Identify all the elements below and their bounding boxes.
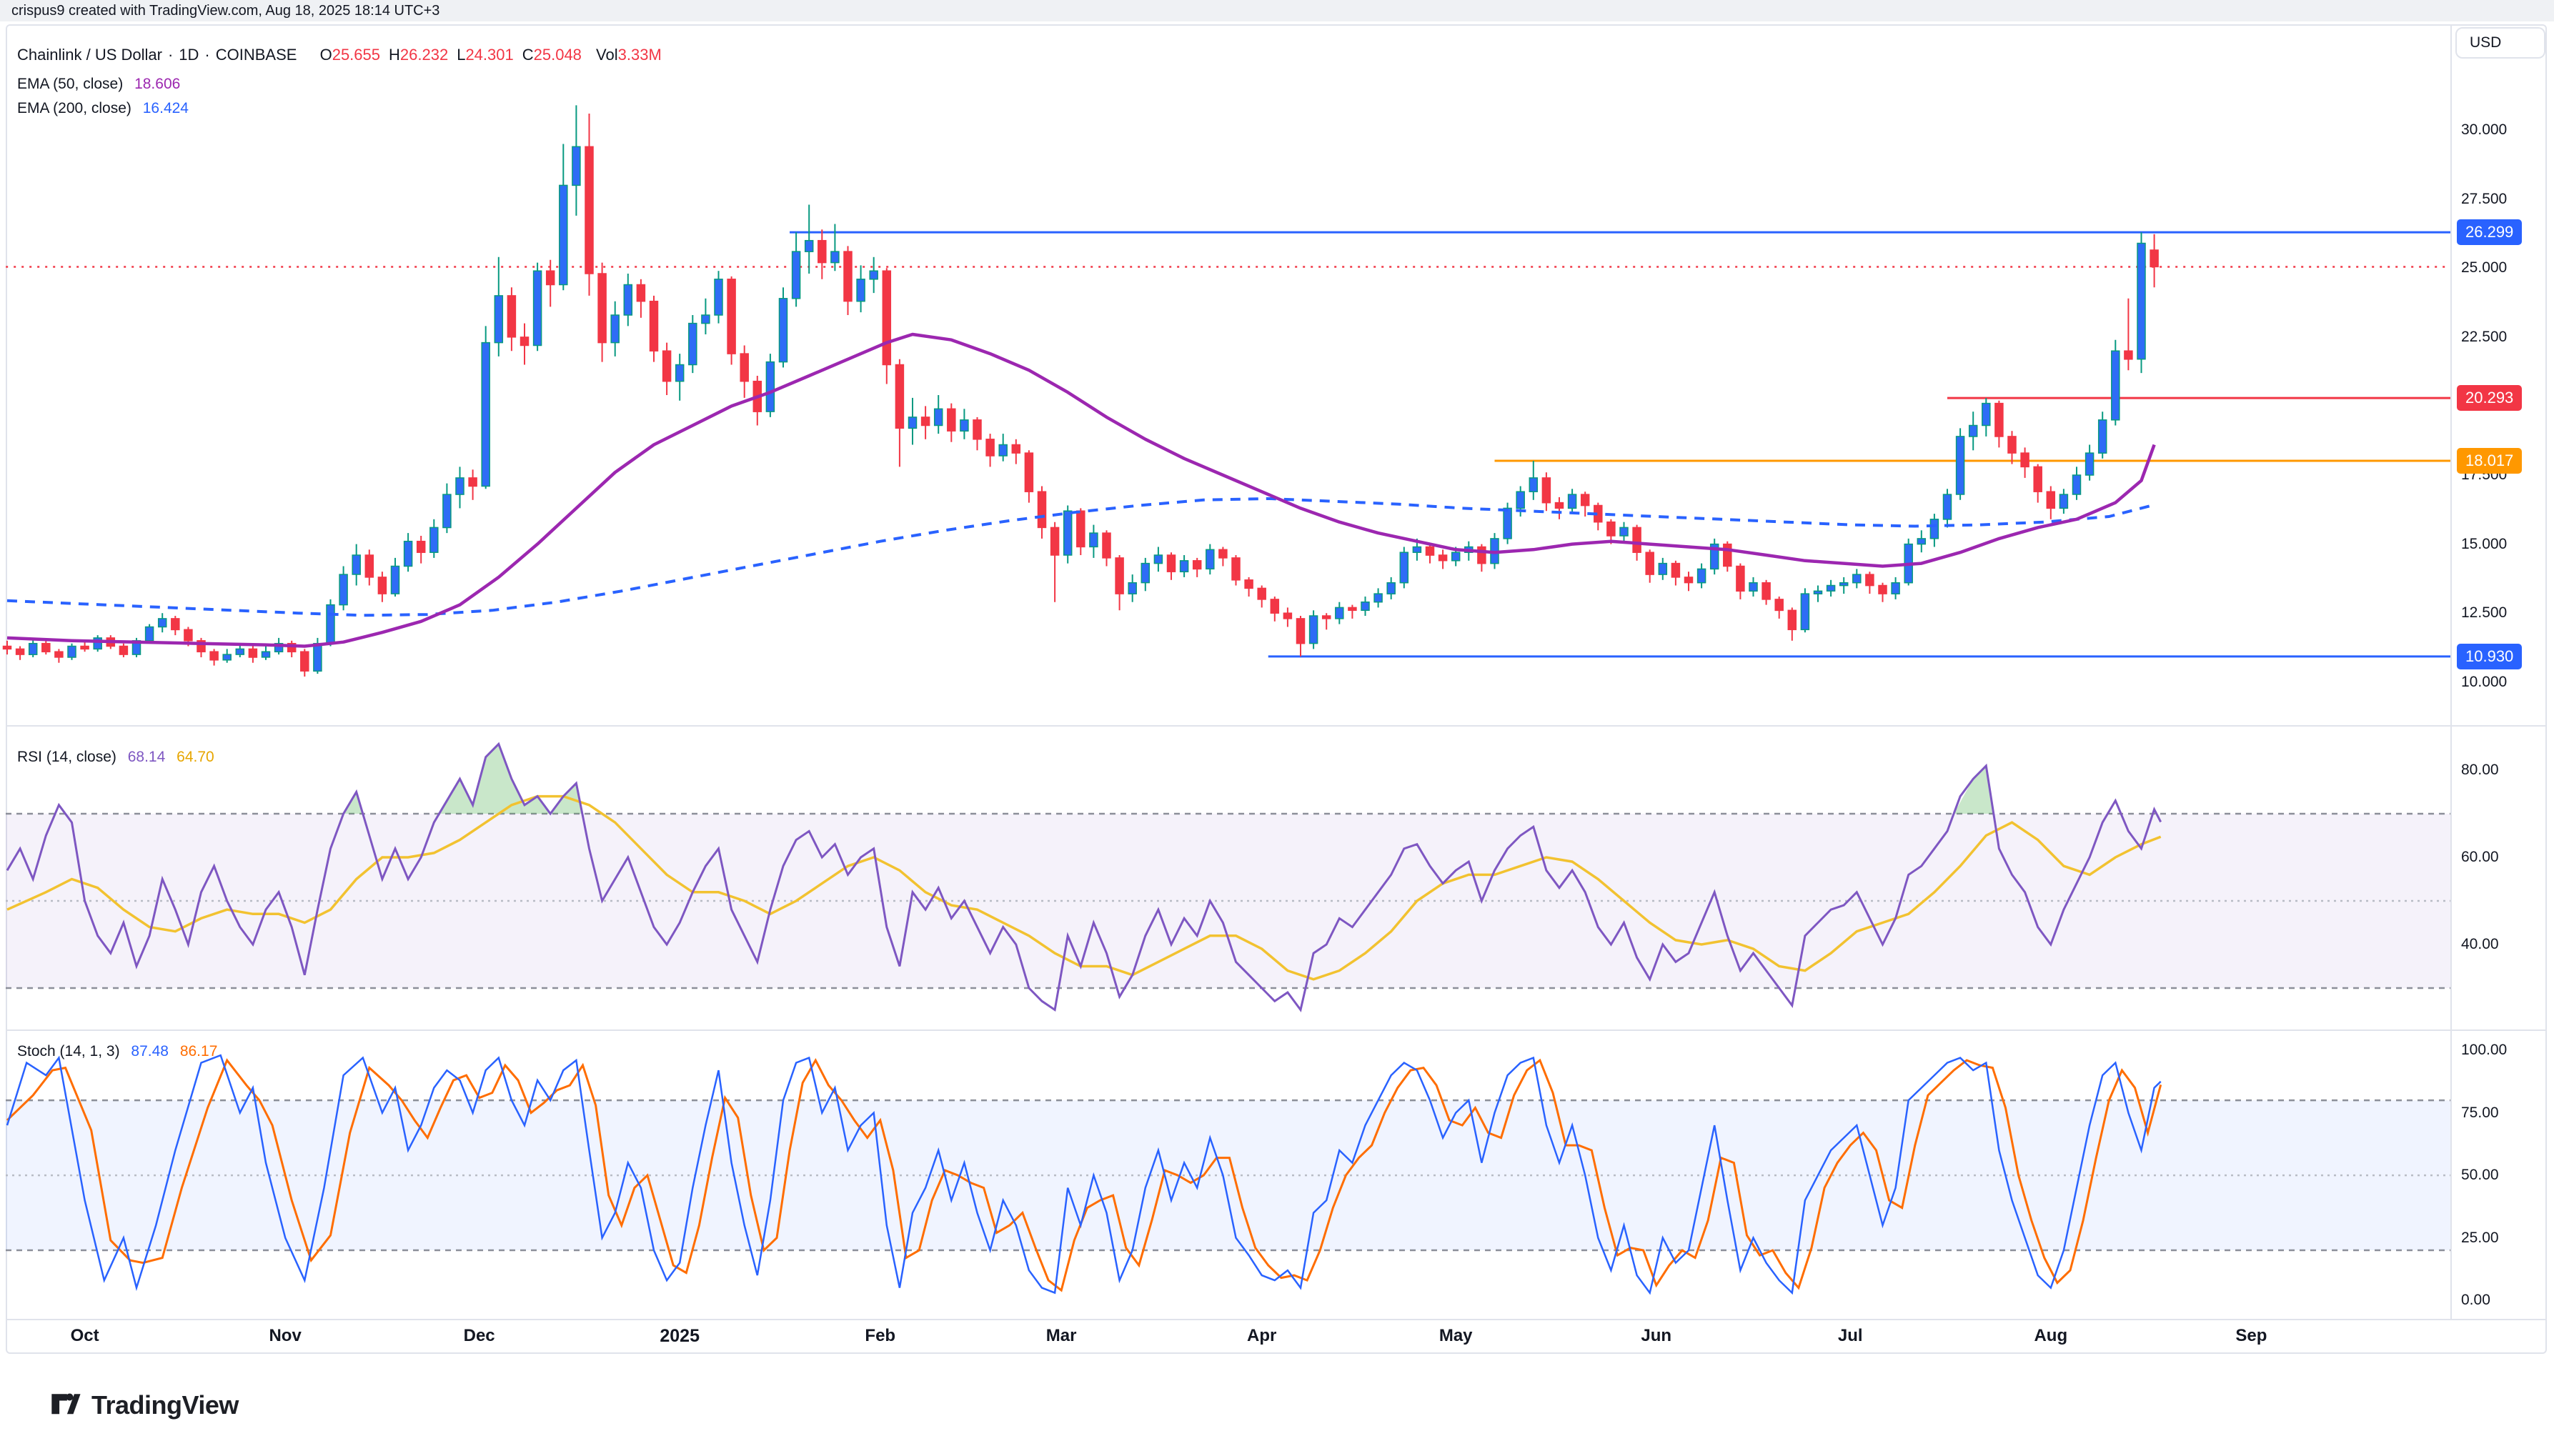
stoch-tick-label: 75.00 — [2461, 1104, 2499, 1121]
ema200-line — [6, 497, 2155, 617]
stoch-tick-label: 0.00 — [2461, 1292, 2490, 1309]
price-badge-10.930: 10.930 — [2457, 643, 2523, 669]
ohlc-field-value: 25.655 — [332, 46, 380, 64]
price-tick-label: 12.500 — [2461, 604, 2508, 622]
ema50-line — [6, 332, 2156, 648]
stoch-tick-label: 25.00 — [2461, 1229, 2499, 1246]
ema200-value: 16.424 — [142, 100, 189, 116]
tradingview-logo-icon — [51, 1393, 81, 1415]
symbol-title: Chainlink / US Dollar — [17, 46, 162, 64]
month-label-Sep[interactable]: Sep — [2235, 1326, 2267, 1345]
rsi-overbought-fill — [343, 792, 363, 814]
candlestick-series — [2, 105, 2159, 677]
attribution-bar: crispus9 created with TradingView.com, A… — [0, 0, 2554, 21]
price-tick-label: 25.000 — [2461, 259, 2508, 276]
stoch-legend[interactable]: Stoch (14, 1, 3) 87.48 86.17 — [17, 1043, 217, 1060]
ohlc-field-label: L — [457, 46, 466, 64]
month-label-Mar[interactable]: Mar — [1045, 1326, 1077, 1345]
tradingview-logo-text: TradingView — [91, 1390, 239, 1420]
month-label-May[interactable]: May — [1439, 1326, 1473, 1345]
stoch-tick-label: 50.00 — [2461, 1167, 2499, 1184]
currency-toggle[interactable]: USD — [2455, 27, 2545, 59]
price-tick-label: 15.000 — [2461, 535, 2508, 552]
stoch-d-value: 86.17 — [179, 1043, 218, 1059]
price-badge-18.017: 18.017 — [2457, 448, 2523, 474]
ema200-label: EMA (200, close) — [17, 100, 131, 116]
ohlc-field-value: 24.301 — [465, 46, 514, 64]
rsi-ma-value: 64.70 — [177, 749, 214, 765]
ema50-label: EMA (50, close) — [17, 76, 124, 92]
price-badge-26.299: 26.299 — [2457, 219, 2523, 246]
month-label-Jun[interactable]: Jun — [1641, 1326, 1672, 1345]
month-label-Oct[interactable]: Oct — [70, 1326, 99, 1345]
symbol-legend[interactable]: Chainlink / US Dollar · 1D · COINBASE O25.65… — [17, 46, 662, 64]
ohlc-field-label: C — [522, 46, 534, 64]
stoch-label: Stoch (14, 1, 3) — [17, 1043, 120, 1059]
volume-value: 3.33M — [617, 46, 662, 64]
price-tick-label: 22.500 — [2461, 328, 2508, 345]
stoch-tick-label: 100.00 — [2461, 1042, 2508, 1059]
rsi-tick-label: 40.00 — [2461, 935, 2499, 952]
ohlc-field-label: O — [319, 46, 332, 64]
ema200-legend[interactable]: EMA (200, close) 16.424 — [17, 100, 189, 117]
rsi-tick-label: 80.00 — [2461, 761, 2499, 778]
ohlc-field-label: H — [389, 46, 400, 64]
rsi-tick-label: 60.00 — [2461, 848, 2499, 865]
price-tick-label: 30.000 — [2461, 121, 2508, 139]
volume-label: Vol — [596, 46, 618, 64]
month-label-Nov[interactable]: Nov — [269, 1326, 302, 1345]
month-label-2025[interactable]: 2025 — [660, 1326, 700, 1346]
month-label-Dec[interactable]: Dec — [463, 1326, 495, 1345]
currency-label: USD — [2470, 34, 2502, 51]
rsi-legend[interactable]: RSI (14, close) 68.14 64.70 — [17, 749, 214, 766]
stoch-k-value: 87.48 — [131, 1043, 169, 1059]
price-tick-label: 10.000 — [2461, 673, 2508, 690]
month-label-Jul[interactable]: Jul — [1837, 1326, 1863, 1345]
month-label-Feb[interactable]: Feb — [865, 1326, 896, 1345]
rsi-label: RSI (14, close) — [17, 749, 116, 765]
ohlc-field-value: 26.232 — [399, 46, 449, 64]
ema50-legend[interactable]: EMA (50, close) 18.606 — [17, 76, 180, 93]
stoch-k-line — [6, 1054, 2162, 1295]
stoch-d-line — [6, 1057, 2162, 1292]
month-label-Aug[interactable]: Aug — [2034, 1326, 2068, 1345]
price-tick-label: 27.500 — [2461, 190, 2508, 207]
attribution-text: crispus9 created with TradingView.com, A… — [11, 3, 440, 19]
exchange-label: COINBASE — [215, 46, 297, 64]
rsi-line — [6, 742, 2162, 1013]
interval-label: 1D — [179, 46, 199, 64]
tradingview-logo[interactable]: TradingView — [49, 1389, 239, 1422]
price-badge-20.293: 20.293 — [2457, 385, 2523, 412]
month-label-Apr[interactable]: Apr — [1247, 1326, 1277, 1345]
rsi-overbought-fill — [1954, 765, 1994, 814]
rsi-value: 68.14 — [127, 749, 166, 765]
ohlc-values: O25.655 H26.232 L24.301 C25.048 — [312, 46, 582, 64]
ema50-value: 18.606 — [134, 76, 181, 92]
ohlc-field-value: 25.048 — [533, 46, 582, 64]
